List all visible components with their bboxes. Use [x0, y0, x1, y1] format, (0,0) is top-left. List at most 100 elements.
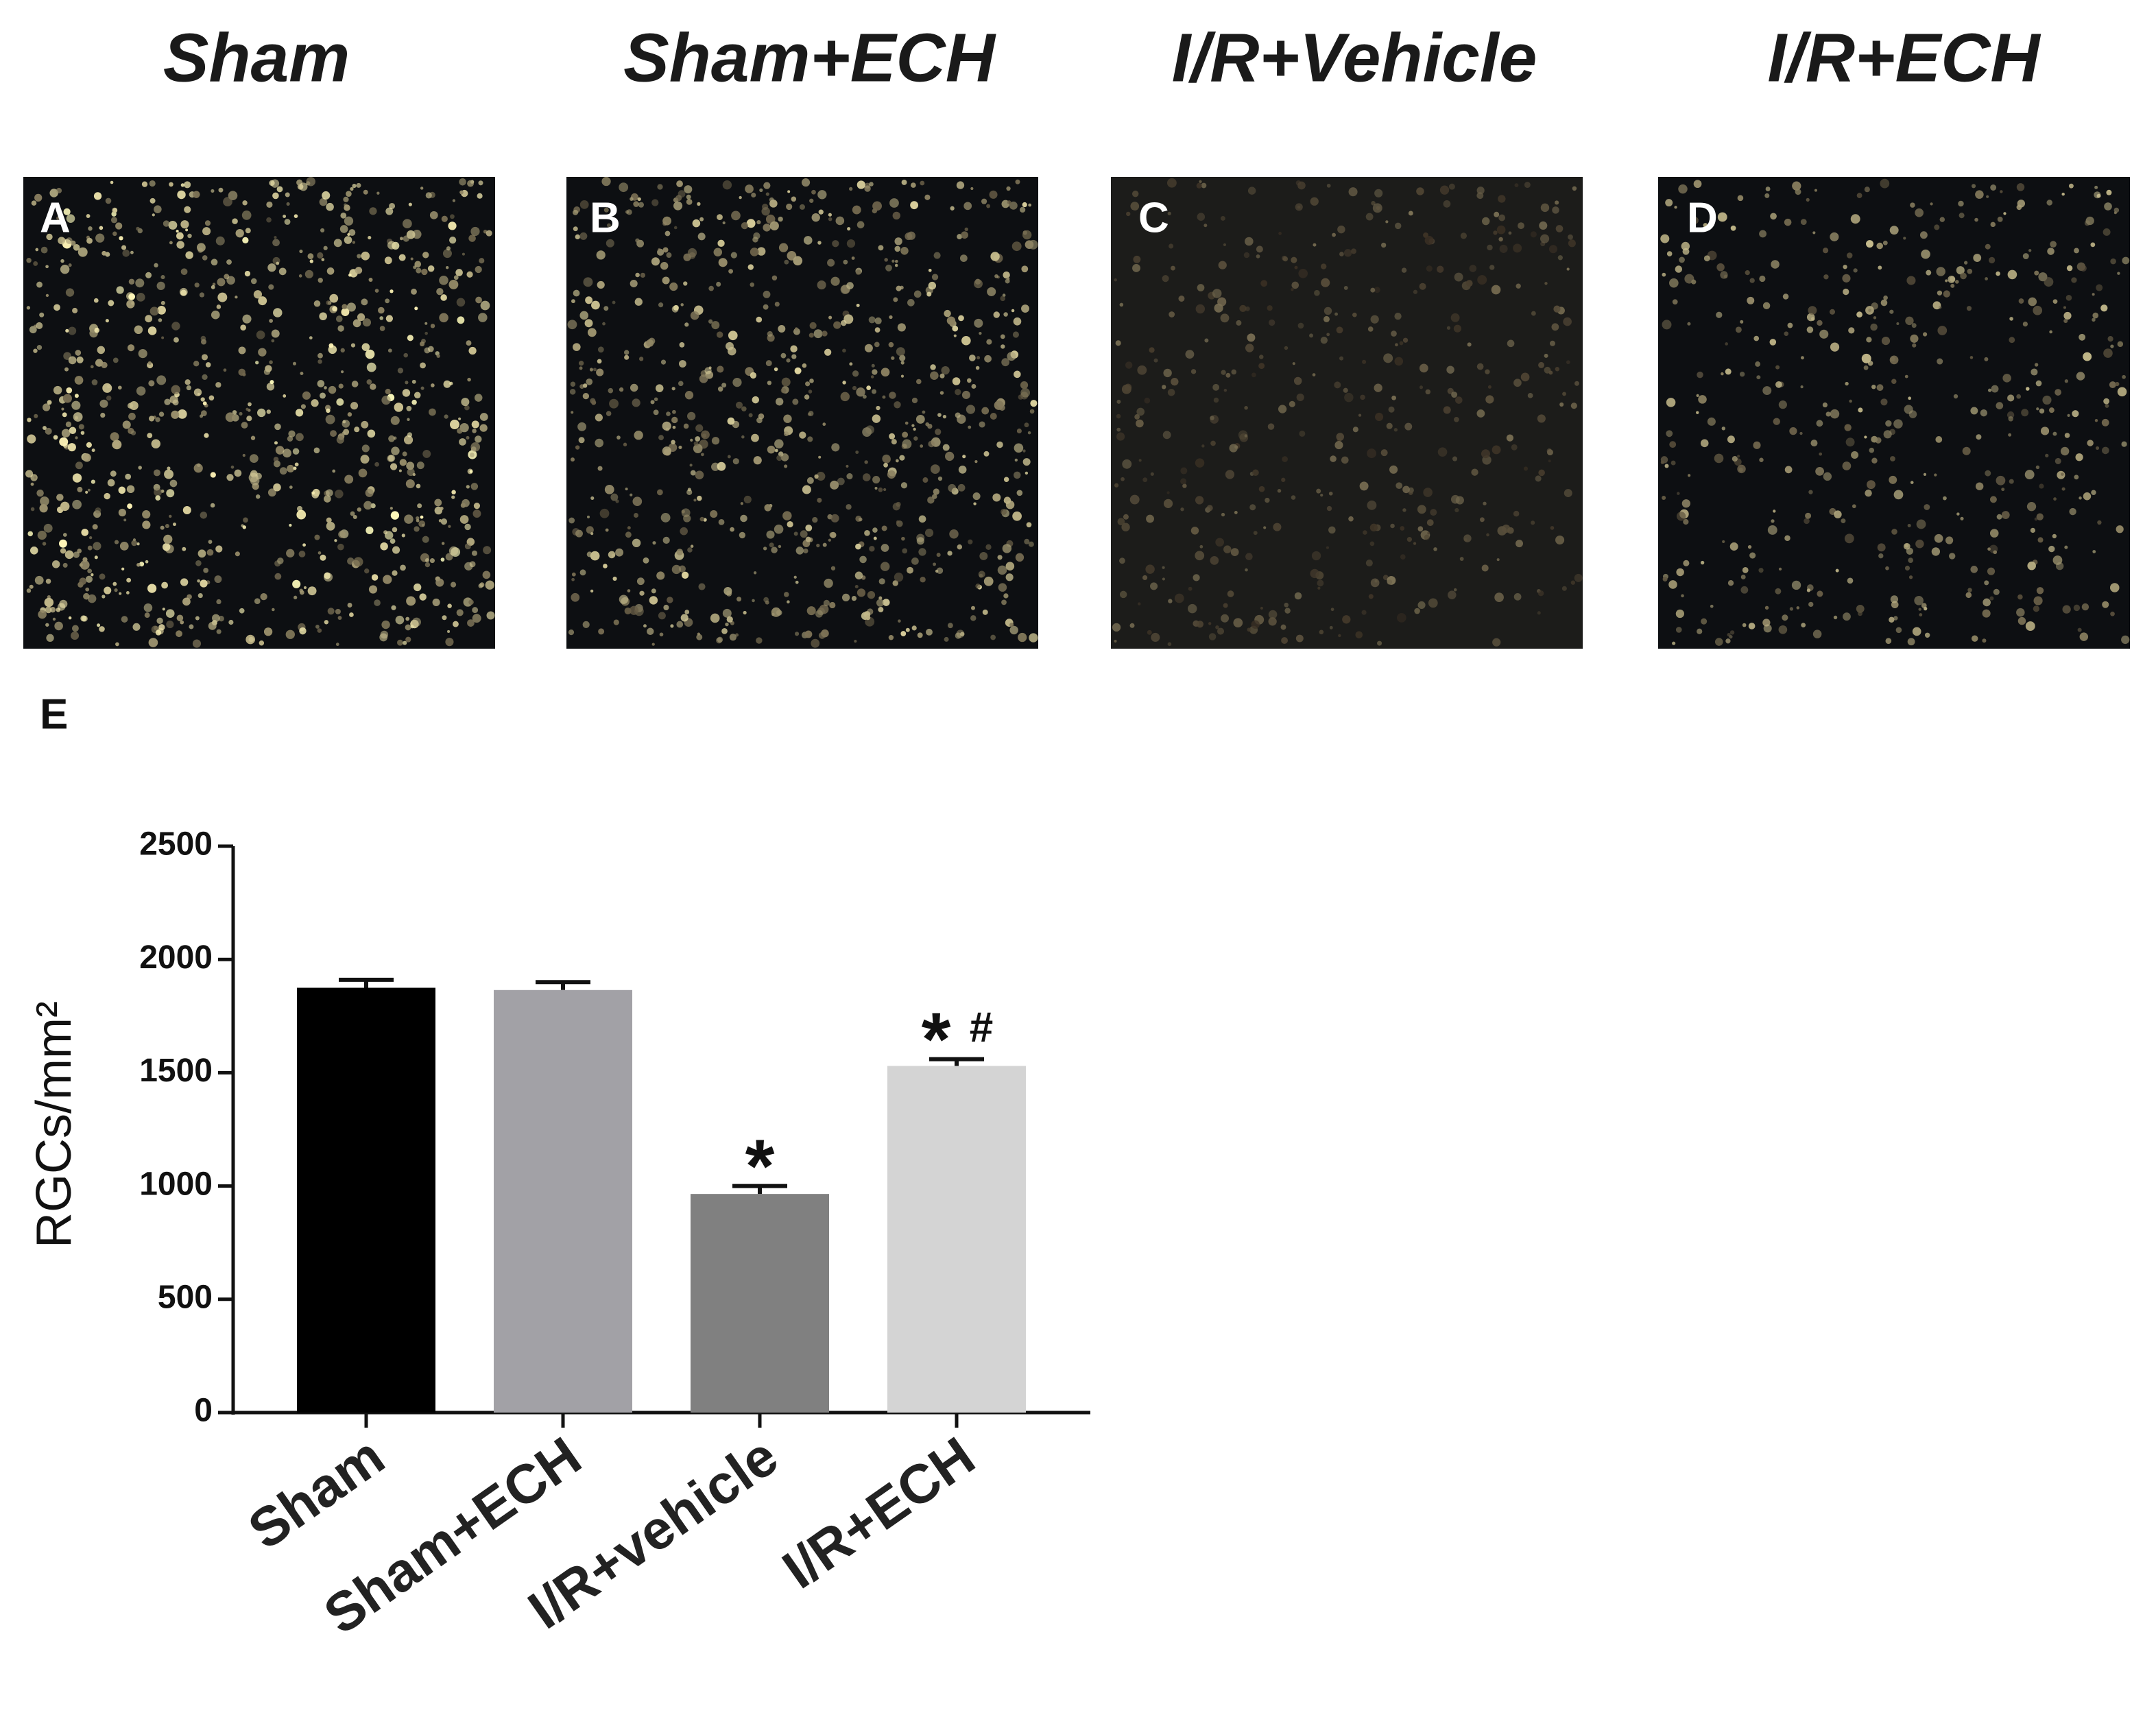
- cell: [352, 514, 357, 519]
- cell: [791, 196, 797, 202]
- cell: [883, 462, 888, 468]
- cell: [1889, 475, 1897, 484]
- cell: [212, 614, 220, 623]
- cell: [36, 322, 43, 329]
- cell: [671, 387, 675, 391]
- cell: [837, 477, 845, 485]
- cell: [128, 412, 136, 420]
- cell: [597, 280, 605, 289]
- cell: [858, 517, 863, 522]
- cell: [385, 207, 394, 215]
- cell: [1762, 386, 1772, 396]
- cell: [1414, 608, 1420, 614]
- cell: [1842, 274, 1851, 283]
- cell: [2007, 394, 2015, 402]
- cell: [2075, 453, 2083, 461]
- cell: [353, 557, 363, 567]
- cell: [571, 592, 580, 602]
- cell: [1810, 317, 1815, 321]
- cell: [894, 237, 902, 245]
- cell: [595, 438, 604, 448]
- cell: [242, 200, 248, 206]
- cell: [827, 259, 835, 267]
- cell: [250, 435, 256, 441]
- cell: [1810, 440, 1818, 447]
- cell: [841, 593, 850, 601]
- cell: [1365, 213, 1374, 221]
- cell: [1727, 580, 1734, 586]
- cell: [1697, 371, 1703, 379]
- cell: [1985, 470, 1991, 477]
- cell: [606, 411, 612, 416]
- y-tick-label: 1000: [139, 1166, 213, 1202]
- cell: [156, 281, 165, 291]
- cell: [294, 595, 298, 599]
- cell: [862, 473, 871, 481]
- cell: [985, 544, 992, 550]
- cell: [1326, 333, 1330, 337]
- cell: [1989, 596, 1994, 601]
- cell: [1196, 621, 1204, 628]
- cell: [162, 608, 165, 611]
- cell: [139, 562, 145, 567]
- cell: [1548, 459, 1551, 463]
- cell: [169, 395, 178, 404]
- cell: [997, 565, 1007, 575]
- cell: [632, 496, 643, 507]
- cell: [1394, 313, 1402, 320]
- cell: [583, 383, 588, 388]
- cell: [88, 536, 93, 540]
- cell: [1808, 306, 1817, 315]
- cell: [756, 637, 763, 644]
- cell: [1918, 608, 1921, 611]
- cell: [2036, 407, 2039, 411]
- cell: [780, 453, 789, 461]
- cell: [612, 576, 617, 581]
- cell: [136, 292, 145, 302]
- cell: [1424, 235, 1434, 245]
- cell: [687, 547, 693, 553]
- cell: [1166, 491, 1170, 494]
- cell: [468, 235, 476, 242]
- cell: [639, 590, 645, 596]
- cell: [324, 495, 331, 503]
- cell: [687, 488, 691, 492]
- cell: [1236, 320, 1242, 326]
- cell: [1217, 627, 1225, 635]
- cell: [795, 580, 799, 584]
- cell: [30, 482, 34, 486]
- cell: [889, 392, 896, 399]
- cell: [79, 563, 83, 567]
- cell: [681, 571, 689, 579]
- cell: [1144, 397, 1151, 404]
- cell: [45, 293, 49, 298]
- cell: [1150, 472, 1154, 476]
- cell: [1162, 275, 1169, 283]
- cell: [52, 617, 56, 621]
- cell: [1298, 268, 1308, 278]
- cell: [269, 180, 275, 187]
- cell: [867, 590, 876, 599]
- cell: [1812, 629, 1822, 638]
- cell: [1965, 592, 1972, 599]
- cell: [1564, 489, 1572, 498]
- cell: [1162, 566, 1165, 569]
- cell: [854, 584, 859, 588]
- cell: [348, 273, 352, 277]
- cell: [1924, 504, 1930, 510]
- cell: [881, 544, 889, 552]
- cell: [589, 368, 594, 372]
- cell: [2061, 192, 2065, 196]
- cell: [2022, 253, 2029, 260]
- cell: [573, 209, 579, 215]
- cell: [347, 557, 355, 565]
- cell: [1795, 189, 1801, 195]
- cell: [2063, 306, 2066, 309]
- cell: [344, 475, 354, 484]
- cell: [883, 455, 891, 464]
- cell: [114, 540, 119, 544]
- cell: [453, 275, 459, 280]
- cell: [767, 445, 776, 454]
- cell: [1923, 606, 1928, 611]
- cell: [420, 362, 426, 369]
